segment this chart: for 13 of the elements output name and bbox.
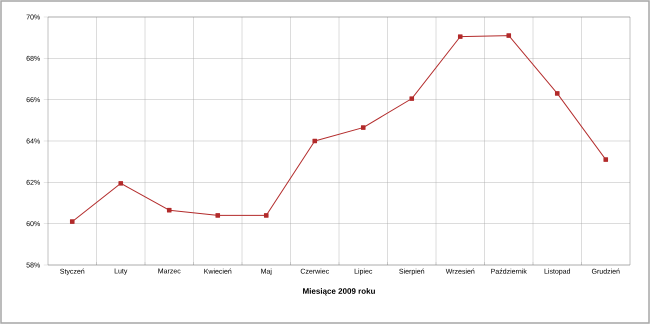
point xyxy=(70,219,75,224)
point xyxy=(458,34,463,39)
point xyxy=(264,213,269,218)
point xyxy=(506,33,512,38)
point xyxy=(312,138,318,144)
point xyxy=(166,208,172,213)
point xyxy=(360,125,366,130)
point xyxy=(215,213,220,218)
point xyxy=(409,96,414,101)
x-axis-title: Miesiące 2009 roku xyxy=(303,288,375,296)
point xyxy=(603,157,608,162)
point xyxy=(118,181,124,186)
point xyxy=(554,91,560,96)
